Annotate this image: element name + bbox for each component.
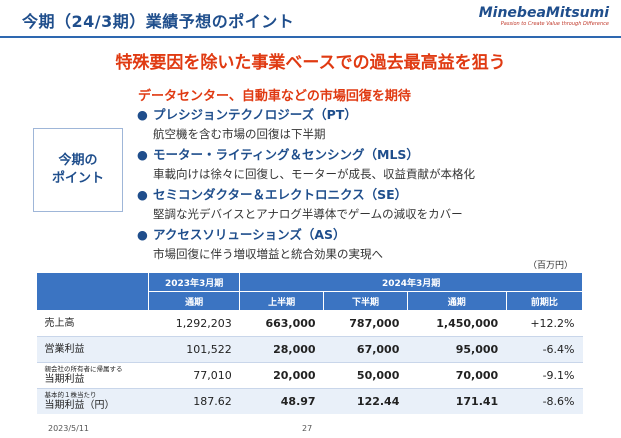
bullet-title-text: セミコンダクター＆エレクトロニクス（SE）: [153, 187, 408, 202]
table-cell: 187.62: [148, 388, 240, 414]
bullet-description: 堅調な光デバイスとアナログ半導体でゲームの減収をカバー: [153, 207, 463, 221]
table-cell: +12.2%: [506, 310, 583, 337]
subheader-second-half: 下半期: [323, 291, 408, 311]
table-cell: 67,000: [323, 336, 408, 363]
table-cell: 95,000: [407, 336, 507, 363]
bullet-dot-icon: ●: [137, 227, 148, 242]
table-corner-cell: [36, 272, 149, 311]
headline: 特殊要因を除いた事業ベースでの過去最高益を狙う: [115, 53, 506, 73]
bullet-dot-icon: ●: [137, 187, 148, 202]
bullet-title-text: アクセスソリューションズ（AS）: [153, 227, 346, 242]
table-cell: 28,000: [239, 336, 324, 363]
bullet-description: 航空機を含む市場の回復は下半期: [153, 127, 326, 141]
table-cell: 77,010: [148, 362, 240, 389]
page-number: 27: [302, 424, 313, 433]
bullet-title-text: モーター・ライティング＆センシング（MLS）: [153, 147, 419, 162]
bullet-item-mls: ● モーター・ライティング＆センシング（MLS）: [137, 144, 607, 165]
bullet-item-se: ● セミコンダクター＆エレクトロニクス（SE）: [137, 184, 607, 205]
header-fy2023: 2023年3月期: [147, 272, 241, 292]
point-label: 今期の ポイント: [51, 153, 104, 186]
table-row: 営業利益 101,522 28,000 67,000 95,000 -6.4%: [36, 336, 583, 363]
header: 今期（24/3期）業績予想のポイント MinebeaMitsumi Passio…: [0, 0, 621, 40]
table-cell: 1,292,203: [148, 310, 240, 337]
footer-date: 2023/5/11: [48, 424, 90, 433]
subheader-yoy: 前期比: [505, 291, 584, 311]
row-label: 基本的１株当たり 当期利益（円）: [36, 388, 149, 414]
table-cell: 663,000: [239, 310, 324, 337]
table-row: 売上高 1,292,203 663,000 787,000 1,450,000 …: [36, 310, 583, 337]
row-label: 売上高: [36, 310, 149, 337]
table-cell: 70,000: [407, 362, 507, 389]
table-cell: -6.4%: [506, 336, 583, 363]
subheader-first-half: 上半期: [239, 291, 325, 311]
table-cell: 1,450,000: [407, 310, 507, 337]
bullet-description: 車載向けは徐々に回復し、モーターが成長、収益貢献が本格化: [153, 167, 475, 181]
table-cell: 787,000: [323, 310, 408, 337]
company-logo: MinebeaMitsumi Passion to Create Value t…: [479, 6, 609, 28]
bullet-dot-icon: ●: [137, 107, 148, 122]
forecast-table: 2023年3月期 2024年3月期 通期 上半期 下半期 通期 前期比 売上高 …: [36, 272, 584, 414]
unit-label: （百万円）: [527, 261, 573, 271]
page-title: 今期（24/3期）業績予想のポイント: [22, 12, 295, 31]
table-cell: -9.1%: [506, 362, 583, 389]
bullet-dot-icon: ●: [137, 147, 148, 162]
subheader-full-year: 通期: [147, 291, 241, 311]
bullet-item-pt: ● プレシジョンテクノロジーズ（PT）: [137, 104, 607, 125]
bullet-title-text: プレシジョンテクノロジーズ（PT）: [153, 107, 357, 122]
table-cell: 48.97: [239, 388, 324, 414]
table-cell: 101,522: [148, 336, 240, 363]
table-cell: -8.6%: [506, 388, 583, 414]
table-cell: 171.41: [407, 388, 507, 414]
bullet-description: 市場回復に伴う増収増益と統合効果の実現へ: [153, 247, 383, 261]
subheadline: データセンター、自動車などの市場回復を期待: [138, 89, 411, 104]
bullet-list: ● プレシジョンテクノロジーズ（PT） 航空機を含む市場の回復は下半期 ● モーター…: [137, 104, 607, 264]
logo-text: MinebeaMitsumi: [478, 5, 609, 21]
logo-tagline: Passion to Create Value through Differen…: [500, 21, 609, 27]
table-cell: 122.44: [323, 388, 408, 414]
table-row: 親会社の所有者に帰属する 当期利益 77,010 20,000 50,000 70…: [36, 362, 583, 389]
table-cell: 20,000: [239, 362, 324, 389]
bullet-item-as: ● アクセスソリューションズ（AS）: [137, 224, 607, 245]
header-divider: [0, 36, 621, 38]
row-label: 親会社の所有者に帰属する 当期利益: [36, 362, 149, 389]
point-box: 今期の ポイント: [33, 128, 123, 212]
table-cell: 50,000: [323, 362, 408, 389]
table-row: 基本的１株当たり 当期利益（円） 187.62 48.97 122.44 171.…: [36, 388, 583, 414]
row-label: 営業利益: [36, 336, 149, 363]
header-fy2024: 2024年3月期: [239, 272, 583, 292]
subheader-full-year: 通期: [406, 291, 507, 311]
